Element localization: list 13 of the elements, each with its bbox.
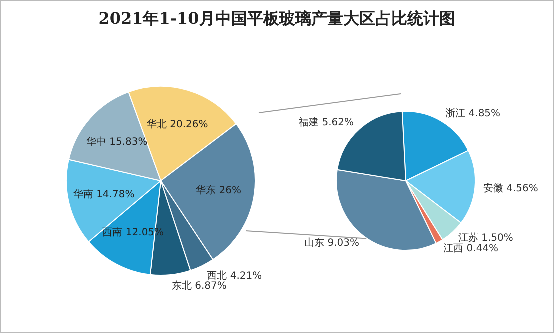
slice-label: 江西 0.44%: [444, 242, 499, 255]
chart-title: 2021年1-10月中国平板玻璃产量大区占比统计图: [98, 9, 456, 30]
slice-label: 华中 15.83%: [86, 136, 148, 148]
slice-label: 江苏 1.50%: [458, 232, 514, 244]
slice-label: 东北 6.87%: [172, 280, 227, 292]
slice-label: 华北 20.26%: [146, 118, 208, 130]
slice-label: 西北 4.21%: [207, 270, 262, 282]
slice-label: 浙江 4.85%: [446, 108, 501, 120]
slice-label: 山东 9.03%: [304, 237, 360, 250]
slice-label: 华南 14.78%: [73, 188, 135, 200]
slice-label: 华东 26%: [196, 184, 242, 196]
slice-label: 安徽 4.56%: [483, 182, 538, 194]
slice-label: 福建 5.62%: [299, 116, 354, 129]
